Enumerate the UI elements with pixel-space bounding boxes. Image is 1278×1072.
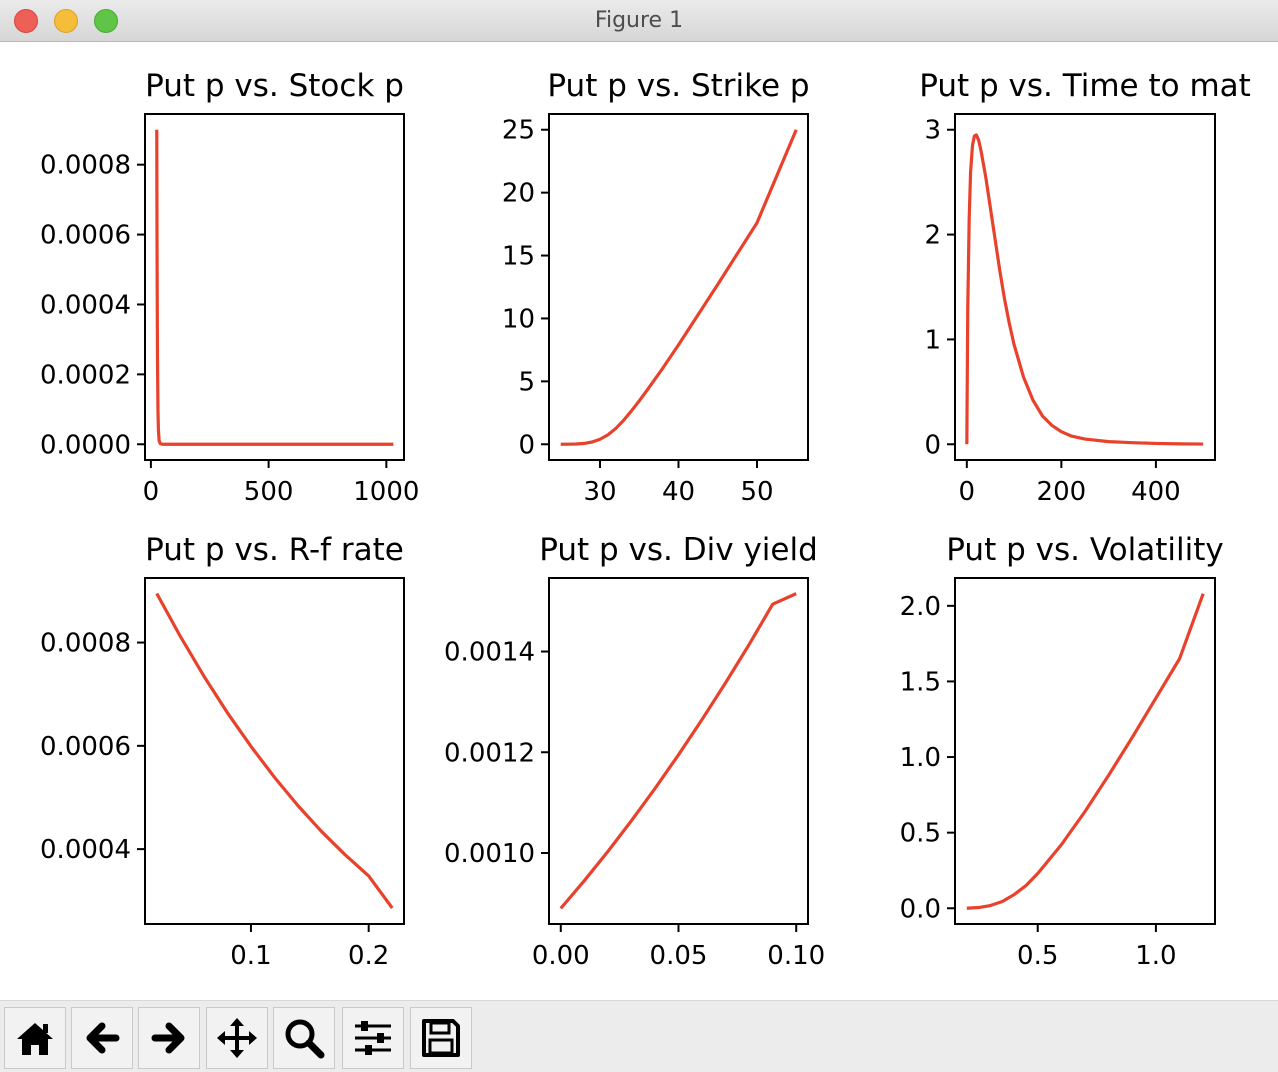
x-tick-label: 0.2 — [348, 941, 389, 971]
configure-subplots-button[interactable] — [342, 1007, 404, 1069]
series-line — [965, 133, 1204, 446]
subplot-title: Put p vs. Time to mat — [919, 68, 1251, 104]
series-line — [155, 129, 394, 446]
close-window-button[interactable] — [14, 9, 38, 33]
y-tick-label: 0.0006 — [40, 221, 131, 251]
y-tick-label: 2 — [924, 221, 941, 251]
y-tick-label: 0.0006 — [40, 732, 131, 762]
figure-canvas[interactable]: Put p vs. Stock p0 500 10000.00000.00020.0… — [0, 42, 1278, 1000]
subplot-title: Put p vs. Strike p — [547, 68, 809, 104]
y-tick-label: 0.0004 — [40, 835, 131, 865]
subplot-title: Put p vs. R-f rate — [145, 532, 404, 568]
y-tick-label: 0 — [518, 430, 535, 460]
y-tick-label: 0.0014 — [444, 638, 535, 668]
y-tick-label: 10 — [502, 304, 535, 334]
series-line — [966, 593, 1205, 910]
subplot-3: Put p vs. Time to mat 0 200 400 0 1 2 3 — [919, 68, 1251, 507]
axes-frame — [144, 577, 405, 925]
subplot-5: Put p vs. Div yield 0.00 0.05 0.10 0.0010 0.0… — [444, 532, 825, 971]
series-line — [560, 129, 798, 446]
x-tick-label: 0.05 — [650, 941, 708, 971]
x-tick-label: 0.10 — [767, 941, 825, 971]
forward-button[interactable] — [138, 1007, 200, 1069]
x-tick-label: 50 — [740, 477, 773, 507]
y-tick-label: 0 — [924, 430, 941, 460]
y-tick-label: 15 — [502, 242, 535, 272]
axes-frame — [144, 113, 405, 461]
y-tick-label: 0.0008 — [40, 629, 131, 659]
y-tick-label: 0.0004 — [40, 290, 131, 320]
title-bar: Figure 1 — [0, 0, 1278, 42]
y-tick-label: 0.0002 — [40, 360, 131, 390]
y-tick-label: 0.0000 — [40, 430, 131, 460]
home-icon — [17, 1023, 53, 1055]
subplot-1: Put p vs. Stock p 0 500 1000 0.0000 0.0002 0.0… — [40, 68, 419, 507]
x-tick-label: 1000 — [353, 477, 419, 507]
x-tick-label: 0.5 — [1017, 941, 1058, 971]
x-tick-label: 400 — [1131, 477, 1181, 507]
subplot-title: Put p vs. Div yield — [539, 532, 818, 568]
series-line — [155, 592, 394, 909]
axes-frame — [548, 577, 809, 925]
y-tick-label: 25 — [502, 116, 535, 146]
forward-arrow-icon — [151, 1022, 185, 1054]
y-tick-label: 0.0 — [900, 894, 941, 924]
axes-frame — [954, 577, 1216, 925]
y-tick-label: 0.0012 — [444, 738, 535, 768]
x-tick-label: 500 — [244, 477, 294, 507]
y-tick-label: 20 — [502, 179, 535, 209]
subplot-4: Put p vs. R-f rate 0.1 0.2 0.0004 0.0006 0.00… — [40, 532, 405, 971]
y-tick-label: 1.5 — [900, 667, 941, 697]
axes-frame — [954, 113, 1216, 461]
subplot-6: Put p vs. Volatility 0.5 1.0 0.0 0.5 1.0 1.5 2.… — [900, 532, 1224, 971]
y-tick-label: 2.0 — [900, 592, 941, 622]
y-tick-label: 5 — [518, 367, 535, 397]
subplots-config-icon — [355, 1021, 391, 1055]
x-tick-label: 0.1 — [230, 941, 271, 971]
subplot-title: Put p vs. Stock p — [145, 68, 404, 104]
window-title: Figure 1 — [594, 8, 684, 33]
save-button[interactable] — [410, 1007, 472, 1069]
y-tick-label: 0.0008 — [40, 151, 131, 181]
back-arrow-icon — [86, 1022, 120, 1054]
subplot-2: Put p vs. Strike p 30 40 50 0 5 10 15 20 25 — [502, 68, 810, 507]
axes-frame — [548, 113, 809, 461]
y-tick-label: 0.0010 — [444, 839, 535, 869]
y-tick-label: 3 — [924, 116, 941, 146]
zoom-button[interactable] — [273, 1007, 335, 1069]
x-tick-label: 30 — [583, 477, 616, 507]
series-line — [559, 592, 797, 910]
y-tick-label: 1.0 — [900, 743, 941, 773]
x-tick-label: 40 — [662, 477, 695, 507]
x-tick-label: 0.00 — [532, 941, 590, 971]
x-tick-label: 0 — [143, 477, 160, 507]
y-tick-label: 1 — [924, 325, 941, 355]
y-tick-label: 0.5 — [900, 819, 941, 849]
x-tick-label: 200 — [1037, 477, 1087, 507]
pan-button[interactable] — [206, 1007, 268, 1069]
zoom-icon — [285, 1019, 325, 1059]
home-button[interactable] — [4, 1007, 66, 1069]
navigation-toolbar — [0, 1000, 1278, 1072]
maximize-window-button[interactable] — [94, 9, 118, 33]
save-icon — [422, 1019, 460, 1057]
x-tick-label: 1.0 — [1135, 941, 1176, 971]
back-button[interactable] — [71, 1007, 133, 1069]
subplot-title: Put p vs. Volatility — [946, 532, 1223, 568]
pan-icon — [217, 1018, 257, 1058]
x-tick-label: 0 — [959, 477, 976, 507]
minimize-window-button[interactable] — [54, 9, 78, 33]
